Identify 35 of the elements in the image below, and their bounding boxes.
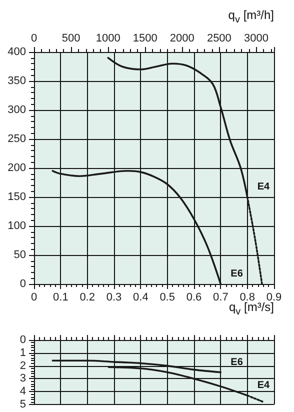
x-tick-label: 0.5	[160, 292, 175, 304]
series-label: E4	[257, 380, 270, 391]
series-label: E4	[257, 182, 270, 192]
x-tick-label: 0.7	[213, 292, 228, 304]
y-tick-label: 100	[8, 220, 26, 232]
x2-axis-title: q$_{v}$ [m³/h]	[228, 8, 274, 26]
y-tick-label: 250	[8, 133, 26, 145]
x-tick-label: 0.6	[186, 292, 202, 304]
y-tick-label: 350	[8, 75, 26, 87]
x2-tick-label: 0	[30, 32, 38, 44]
y-tick-label: 150	[8, 191, 26, 203]
x-tick-label: 0	[30, 292, 38, 304]
x2-tick-label: 500	[62, 32, 80, 44]
y-tick-label: 50	[14, 249, 26, 261]
x2-tick-label: 3000	[244, 32, 268, 44]
x-tick-label: 0.1	[53, 292, 68, 304]
series-label: E6	[230, 268, 244, 280]
x-tick-label: 0.4	[133, 292, 148, 304]
x2-tick-label: 2000	[170, 32, 194, 44]
y-tick-label: 3	[20, 372, 26, 385]
y-tick-label: 0	[20, 278, 26, 290]
x-tick-label: 0.3	[106, 292, 122, 304]
y-tick-label: 400	[8, 46, 26, 58]
y-tick-label: 0	[20, 334, 26, 346]
x-tick-label: 0.2	[80, 292, 95, 304]
x2-tick-label: 1000	[96, 32, 120, 44]
y-tick-label: 300	[8, 104, 26, 116]
y-tick-label: 200	[8, 162, 26, 174]
y-tick-label: 2	[20, 360, 26, 372]
y-tick-label: 4	[20, 386, 26, 398]
x2-tick-label: 1500	[132, 32, 158, 44]
y-tick-label: 5	[20, 398, 26, 410]
x2-tick-label: 2500	[206, 32, 232, 44]
y-tick-label: 1	[20, 346, 26, 359]
series-label: E6	[230, 356, 244, 368]
